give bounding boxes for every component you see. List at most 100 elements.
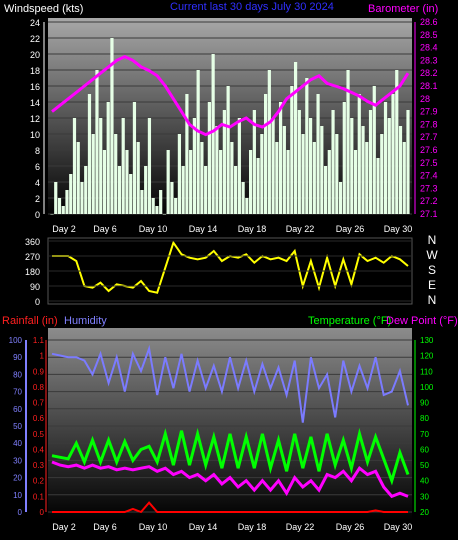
x-tick-label: Day 6 [93, 224, 117, 234]
wind-bar [211, 54, 215, 214]
wind-bar [80, 182, 84, 214]
wind-bar [406, 110, 410, 214]
humidity-tick-label: 100 [9, 336, 23, 345]
rain-tick-label: 0.6 [33, 414, 45, 423]
wind-bar [335, 134, 339, 214]
dewpoint-label: Dew Point (°F) [386, 315, 458, 327]
wind-bar [185, 94, 189, 214]
x-tick-label: Day 18 [238, 224, 267, 234]
wind-tick-label: 0 [35, 210, 40, 220]
wind-bar [312, 142, 316, 214]
humidity-tick-label: 60 [13, 405, 22, 414]
rain-tick-label: 0.7 [33, 399, 45, 408]
temp-tick-label: 90 [420, 399, 429, 408]
rain-tick-label: 0.2 [33, 477, 45, 486]
wind-bar [286, 150, 290, 214]
wind-bar [271, 118, 275, 214]
baro-tick-label: 28 [420, 94, 430, 104]
baro-tick-label: 27.1 [420, 209, 438, 219]
wind-bar [129, 174, 133, 214]
wind-bar [110, 38, 114, 214]
wind-bar [65, 190, 69, 214]
x-tick-label: Day 26 [336, 224, 365, 234]
wind-bar [256, 158, 260, 214]
wind-bar [114, 134, 118, 214]
wind-bar [200, 142, 204, 214]
rain-tick-label: 1.1 [33, 336, 45, 345]
wind-bar [301, 134, 305, 214]
wind-bar [323, 166, 328, 214]
compass-label: N [428, 233, 437, 247]
compass-label: E [428, 278, 436, 292]
wind-bar [327, 150, 331, 214]
baro-tick-label: 27.7 [420, 132, 438, 142]
wind-bar [320, 126, 324, 214]
x-tick-label: Day 10 [139, 522, 168, 532]
wind-bar [57, 198, 62, 214]
wind-bar [117, 166, 122, 214]
wind-bar [237, 118, 241, 214]
wind-bar [368, 110, 373, 214]
wind-bar [297, 110, 301, 214]
x-tick-label: Day 10 [139, 224, 168, 234]
temp-tick-label: 50 [420, 461, 429, 470]
baro-tick-label: 28.1 [420, 81, 438, 91]
wind-tick-label: 4 [35, 178, 40, 188]
wind-bar [308, 118, 313, 214]
wind-bar [174, 198, 178, 214]
barometer-line [51, 54, 410, 137]
wind-bar [342, 102, 346, 214]
baro-tick-label: 27.4 [420, 171, 438, 181]
x-tick-label: Day 2 [52, 224, 76, 234]
baro-tick-label: 27.5 [420, 158, 438, 168]
wind-bar [166, 150, 170, 214]
wind-bar [54, 182, 58, 214]
direction-tick-label: 360 [25, 237, 40, 247]
wind-tick-label: 24 [30, 18, 40, 28]
temperature-label: Temperature (°F) [308, 315, 391, 327]
temp-tick-label: 120 [420, 352, 434, 361]
rain-tick-label: 0.5 [33, 430, 45, 439]
wind-bar [245, 198, 249, 214]
wind-bar [219, 150, 223, 214]
wind-bar [383, 102, 388, 214]
wind-bar [196, 70, 200, 214]
direction-tick-label: 180 [25, 267, 40, 277]
wind-bar [61, 206, 65, 214]
wind-bar [391, 94, 395, 214]
direction-tick-label: 270 [25, 252, 40, 262]
temp-tick-label: 110 [420, 367, 433, 376]
wind-bar [398, 126, 403, 214]
rainfall-line [52, 501, 408, 514]
rain-tick-label: 0.9 [33, 367, 45, 376]
baro-tick-label: 28.3 [420, 55, 438, 65]
wind-bar [84, 166, 88, 214]
rain-tick-label: 1 [40, 352, 45, 361]
wind-bar [222, 110, 226, 214]
humidity-tick-label: 30 [13, 456, 22, 465]
wind-bar [144, 166, 148, 214]
wind-bar [192, 118, 196, 214]
wind-bar [76, 142, 80, 214]
wind-bar [155, 206, 159, 214]
wind-bar [264, 94, 268, 214]
wind-bar [350, 118, 354, 214]
baro-tick-label: 28.5 [420, 30, 438, 40]
wind-bar [136, 142, 140, 214]
humidity-line [51, 344, 409, 423]
compass-label: N [428, 293, 437, 307]
x-tick-label: Day 22 [286, 224, 315, 234]
wind-bar [361, 126, 365, 214]
temp-tick-label: 70 [420, 430, 429, 439]
wind-bar [316, 94, 320, 214]
baro-tick-label: 27.3 [420, 183, 438, 193]
baro-tick-label: 28.6 [420, 17, 438, 27]
humidity-tick-label: 10 [13, 491, 22, 500]
wind-bar [102, 150, 107, 214]
wind-bar [305, 78, 309, 214]
wind-bar [207, 102, 211, 214]
x-tick-label: Day 14 [189, 224, 218, 234]
wind-bar [387, 118, 391, 214]
wind-bar [87, 94, 92, 214]
